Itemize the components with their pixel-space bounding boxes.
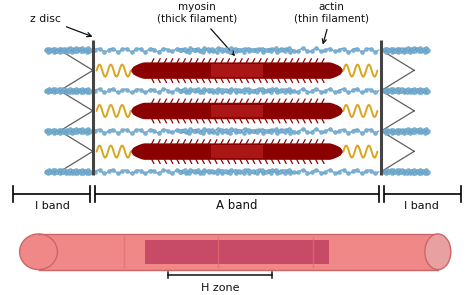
Text: I band: I band	[404, 201, 439, 211]
Text: I band: I band	[35, 201, 70, 211]
Bar	[211, 105, 263, 117]
Ellipse shape	[19, 234, 57, 270]
Bar	[145, 256, 329, 264]
Polygon shape	[131, 62, 343, 79]
Bar	[145, 248, 329, 256]
Text: H zone: H zone	[201, 283, 240, 293]
Polygon shape	[131, 143, 343, 160]
Bar	[211, 64, 263, 77]
Text: actin
(thin filament): actin (thin filament)	[294, 2, 369, 43]
Polygon shape	[131, 103, 343, 119]
Text: A band: A band	[216, 199, 258, 212]
Bar	[145, 240, 329, 248]
Bar	[36, 234, 438, 270]
Text: z disc: z disc	[30, 14, 91, 37]
Bar	[211, 145, 263, 158]
Text: myosin
(thick filament): myosin (thick filament)	[157, 2, 237, 55]
Ellipse shape	[425, 234, 451, 270]
